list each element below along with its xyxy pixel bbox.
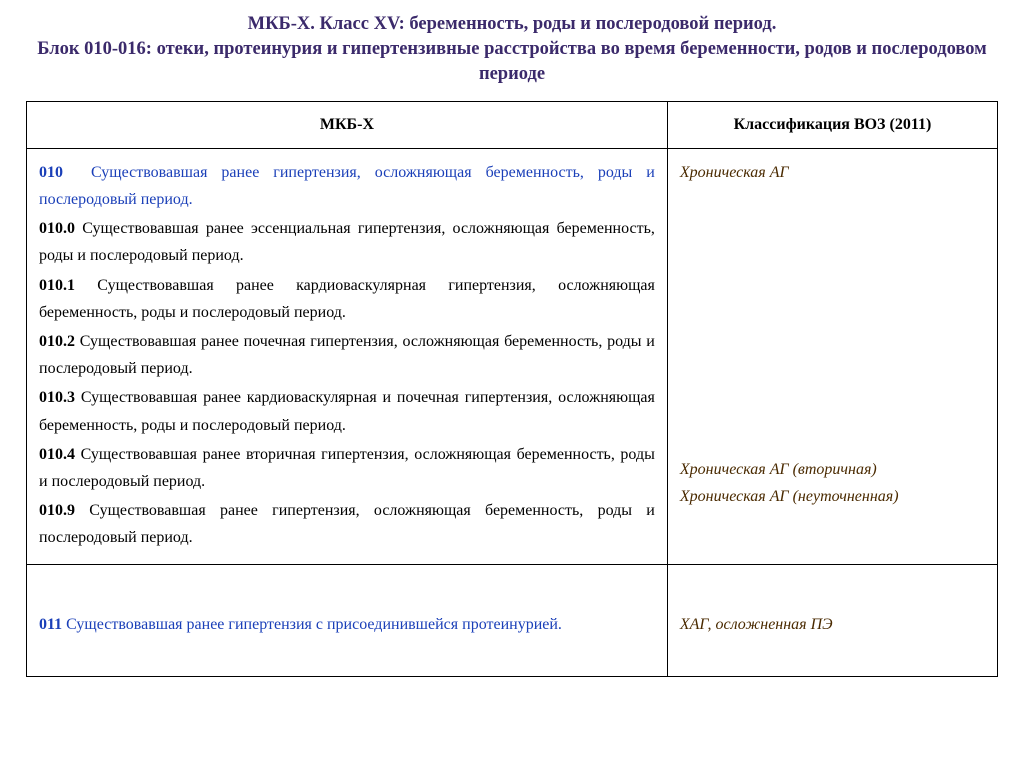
entry: 011 Существовавшая ранее гипертензия с п…: [39, 611, 655, 638]
cell-who-010: Хроническая АГ Хроническая АГ (вторичная…: [667, 148, 997, 564]
table-row: 010 Существовавшая ранее гипертензия, ос…: [27, 148, 998, 564]
entry: 010.1 Существовавшая ранее кардиоваскуля…: [39, 272, 655, 326]
entry-text: Существовавшая ранее почечная гипертензи…: [39, 333, 655, 377]
header-col-who: Классификация ВОЗ (2011): [667, 101, 997, 148]
slide: МКБ-Х. Класс XV: беременность, роды и по…: [0, 0, 1024, 767]
entry-code: 010.2: [39, 333, 75, 350]
classification-table: МКБ-Х Классификация ВОЗ (2011) 010 Сущес…: [26, 101, 998, 677]
entry: 010.9 Существовавшая ранее гипертензия, …: [39, 497, 655, 551]
cell-mkb-010: 010 Существовавшая ранее гипертензия, ос…: [27, 148, 668, 564]
entry-code: 010.3: [39, 389, 75, 406]
entry: 010.4 Существовавшая ранее вторичная гип…: [39, 441, 655, 495]
who-label: Хроническая АГ: [680, 159, 985, 186]
entry: 010.3 Существовавшая ранее кардиоваскуля…: [39, 384, 655, 438]
who-label: Хроническая АГ (вторичная): [680, 456, 985, 483]
entry-code: 010.9: [39, 502, 75, 519]
entry-text: Существовавшая ранее гипертензия, осложн…: [39, 164, 655, 208]
entry-text: Существовавшая ранее гипертензия, осложн…: [39, 502, 655, 546]
entry-text: Существовавшая ранее гипертензия с присо…: [66, 616, 562, 633]
who-label: ХАГ, осложненная ПЭ: [680, 611, 985, 638]
entry-text: Существовавшая ранее эссенциальная гипер…: [39, 220, 655, 264]
spacer: [680, 186, 985, 456]
entry: 010 Существовавшая ранее гипертензия, ос…: [39, 159, 655, 213]
entry: 010.2 Существовавшая ранее почечная гипе…: [39, 328, 655, 382]
entry-text: Существовавшая ранее кардиоваскулярная г…: [39, 277, 655, 321]
entry-code: 010: [39, 164, 63, 181]
entry-text: Существовавшая ранее кардиоваскулярная и…: [39, 389, 655, 433]
table-row: 011 Существовавшая ранее гипертензия с п…: [27, 564, 998, 676]
entry-code: 010.1: [39, 277, 75, 294]
cell-mkb-011: 011 Существовавшая ранее гипертензия с п…: [27, 564, 668, 676]
header-col-mkb: МКБ-Х: [27, 101, 668, 148]
entry-text: Существовавшая ранее вторичная гипертенз…: [39, 446, 655, 490]
entry-code: 010.0: [39, 220, 75, 237]
slide-title: МКБ-Х. Класс XV: беременность, роды и по…: [26, 12, 998, 87]
title-line-1: МКБ-Х. Класс XV: беременность, роды и по…: [248, 14, 777, 34]
cell-who-011: ХАГ, осложненная ПЭ: [667, 564, 997, 676]
entry-code: 011: [39, 616, 62, 633]
entry-code: 010.4: [39, 446, 75, 463]
title-line-2: Блок 010-016: отеки, протеинурия и гипер…: [37, 39, 987, 84]
table-header-row: МКБ-Х Классификация ВОЗ (2011): [27, 101, 998, 148]
entry: 010.0 Существовавшая ранее эссенциальная…: [39, 215, 655, 269]
who-label: Хроническая АГ (неуточненная): [680, 483, 985, 510]
